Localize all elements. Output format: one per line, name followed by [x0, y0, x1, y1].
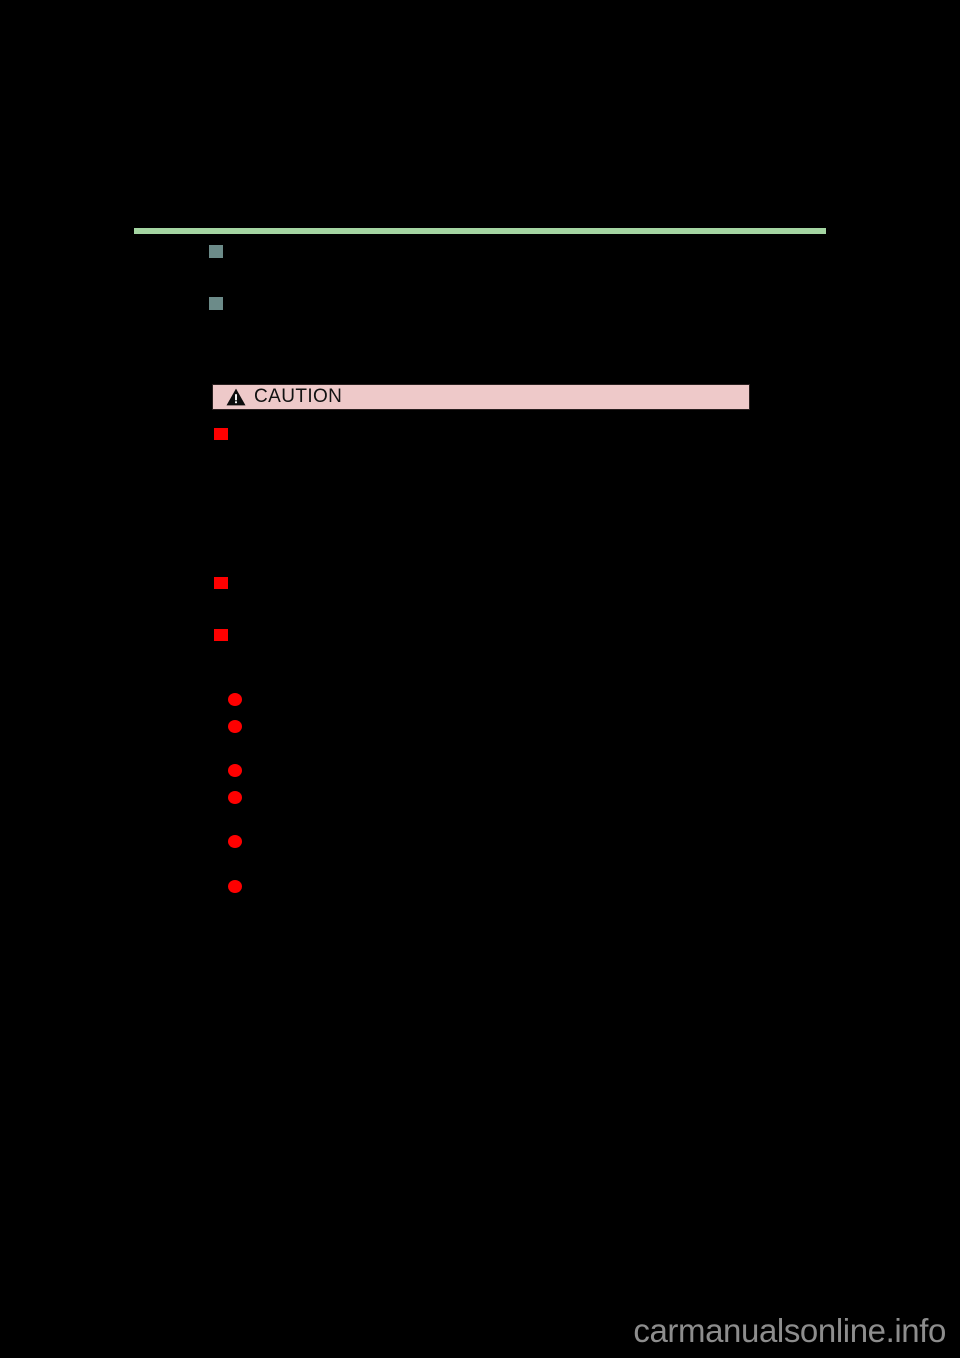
- site-watermark: carmanualsonline.info: [633, 1312, 946, 1349]
- warning-triangle-icon: [226, 388, 246, 406]
- section-divider-rule: [134, 228, 826, 234]
- caution-bullet-square-1: [214, 428, 228, 440]
- caution-bullet-square-3: [214, 629, 228, 641]
- subsection-bullet-teal-1: [209, 245, 223, 258]
- caution-bullet-square-2: [214, 577, 228, 589]
- caution-label: CAUTION: [254, 385, 343, 407]
- caution-bullet-circle-2: [228, 720, 242, 733]
- caution-bullet-circle-4: [228, 791, 242, 804]
- caution-bullet-circle-1: [228, 693, 242, 706]
- caution-bullet-circle-3: [228, 764, 242, 777]
- subsection-bullet-teal-2: [209, 297, 223, 310]
- caution-bullet-circle-5: [228, 835, 242, 848]
- caution-bullet-circle-6: [228, 880, 242, 893]
- caution-banner: CAUTION: [212, 384, 750, 410]
